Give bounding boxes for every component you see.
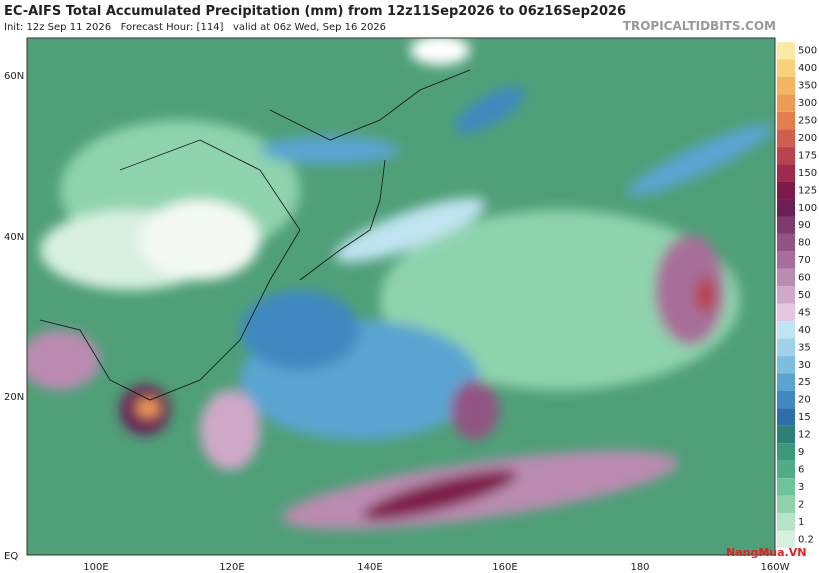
lon-label: 160W bbox=[761, 562, 790, 573]
lon-label: 120E bbox=[219, 562, 244, 573]
color-swatch bbox=[777, 356, 795, 374]
color-swatch bbox=[777, 164, 795, 182]
lat-label: 40N bbox=[4, 232, 24, 243]
title: EC-AIFS Total Accumulated Precipitation … bbox=[4, 4, 626, 19]
axis-labels: 60N 40N 20N EQ 100E 120E 140E 160E 180 160W bbox=[4, 71, 790, 573]
color-swatch bbox=[777, 94, 795, 112]
color-swatch bbox=[777, 251, 795, 269]
color-swatch bbox=[777, 286, 795, 304]
color-swatch bbox=[777, 42, 795, 60]
colorbar-label: 20 bbox=[798, 395, 811, 406]
color-swatch bbox=[777, 59, 795, 77]
color-swatch bbox=[777, 478, 795, 496]
color-swatch bbox=[777, 425, 795, 444]
colorbar-label: 2 bbox=[798, 499, 804, 510]
colorbar-label: 250 bbox=[798, 116, 817, 127]
color-swatch bbox=[777, 76, 795, 95]
color-swatch bbox=[777, 495, 795, 514]
lon-label: 140E bbox=[357, 562, 382, 573]
colorbar-label: 35 bbox=[798, 342, 811, 353]
color-swatch bbox=[777, 460, 795, 479]
colorbar-label: 400 bbox=[798, 63, 817, 74]
color-swatch bbox=[777, 530, 795, 548]
color-swatch bbox=[777, 181, 795, 200]
colorbar-label: 150 bbox=[798, 168, 817, 179]
lon-label: 160E bbox=[492, 562, 517, 573]
colorbar-label: 175 bbox=[798, 150, 817, 161]
colorbar-label: 50 bbox=[798, 290, 811, 301]
colorbar-label: 90 bbox=[798, 220, 811, 231]
colorbar-label: 300 bbox=[798, 98, 817, 109]
colorbar-label: 6 bbox=[798, 464, 804, 475]
map-frame bbox=[26, 37, 776, 556]
color-swatch bbox=[777, 321, 795, 339]
colorbar-label: 70 bbox=[798, 255, 811, 266]
colorbar-label: 60 bbox=[798, 273, 811, 284]
color-swatch bbox=[777, 216, 795, 234]
color-swatch bbox=[777, 513, 795, 531]
color-swatch bbox=[777, 129, 795, 147]
colorbar-label: 80 bbox=[798, 238, 811, 249]
color-swatch bbox=[777, 373, 795, 391]
watermark: NangMua.VN bbox=[726, 546, 806, 559]
color-swatch bbox=[777, 146, 795, 165]
color-swatch bbox=[777, 443, 795, 461]
colorbar-label: 3 bbox=[798, 482, 804, 493]
color-swatch bbox=[777, 199, 795, 217]
colorbar-label: 9 bbox=[798, 447, 804, 458]
colorbar-label: 25 bbox=[798, 377, 811, 388]
color-swatch bbox=[777, 111, 795, 130]
lat-label: 20N bbox=[4, 392, 24, 403]
colorbar-label: 350 bbox=[798, 81, 817, 92]
lon-label: 100E bbox=[83, 562, 108, 573]
colorbar-label: 0.2 bbox=[798, 534, 814, 545]
colorbar-label: 500 bbox=[798, 46, 817, 57]
colorbar-label: 45 bbox=[798, 307, 811, 318]
color-swatch bbox=[777, 390, 795, 409]
colorbar: 5004003503002502001751501251009080706050… bbox=[777, 42, 817, 548]
subtitle: Init: 12z Sep 11 2026 Forecast Hour: [11… bbox=[4, 22, 386, 33]
precip-map bbox=[27, 38, 775, 555]
colorbar-label: 12 bbox=[798, 430, 811, 441]
lon-label: 180 bbox=[630, 562, 649, 573]
color-swatch bbox=[777, 408, 795, 426]
colorbar-label: 125 bbox=[798, 185, 817, 196]
colorbar-label: 200 bbox=[798, 133, 817, 144]
colorbar-label: 40 bbox=[798, 325, 811, 336]
color-swatch bbox=[777, 303, 795, 322]
site-name: TROPICALTIDBITS.COM bbox=[623, 19, 776, 33]
lat-label: EQ bbox=[4, 551, 18, 562]
colorbar-label: 1 bbox=[798, 517, 804, 528]
colorbar-label: 30 bbox=[798, 360, 811, 371]
color-swatch bbox=[777, 338, 795, 357]
colorbar-label: 100 bbox=[798, 203, 817, 214]
colorbar-label: 15 bbox=[798, 412, 811, 423]
color-swatch bbox=[777, 233, 795, 252]
lat-label: 60N bbox=[4, 71, 24, 82]
color-swatch bbox=[777, 268, 795, 287]
